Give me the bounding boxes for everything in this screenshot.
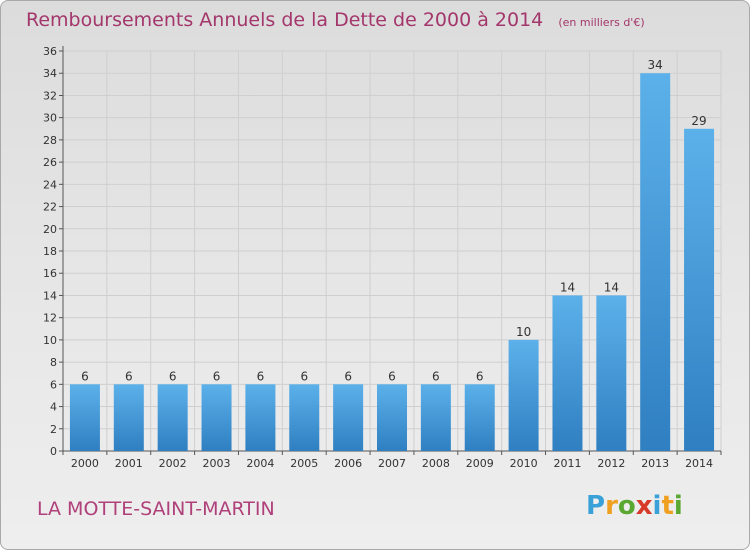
x-tick-label: 2005 [290, 457, 318, 470]
y-tick-label: 34 [43, 67, 57, 80]
data-label: 10 [516, 325, 531, 339]
logo-letter: t [661, 491, 674, 521]
logo-letter: o [617, 491, 636, 521]
bar [201, 384, 232, 451]
x-tick-label: 2012 [597, 457, 625, 470]
bar [508, 339, 539, 451]
x-tick-label: 2004 [246, 457, 274, 470]
y-tick-label: 26 [43, 156, 57, 169]
logo-letter: r [605, 491, 618, 521]
bar [333, 384, 364, 451]
y-tick-label: 28 [43, 134, 57, 147]
x-tick-label: 2013 [641, 457, 669, 470]
y-tick-label: 12 [43, 312, 57, 325]
bar [289, 384, 320, 451]
logo-letter: i [652, 491, 662, 521]
y-tick-label: 4 [50, 401, 57, 414]
bar [684, 128, 715, 451]
chart-title: Remboursements Annuels de la Dette de 20… [26, 9, 544, 31]
bar [464, 384, 495, 451]
x-tick-label: 2009 [466, 457, 494, 470]
y-tick-label: 22 [43, 201, 57, 214]
x-tick-label: 2006 [334, 457, 362, 470]
commune-name: LA MOTTE-SAINT-MARTIN [37, 498, 275, 520]
x-tick-label: 2003 [203, 457, 231, 470]
logo-letter: P [586, 491, 606, 521]
y-tick-label: 36 [43, 45, 57, 58]
data-label: 6 [344, 369, 352, 383]
y-tick-label: 16 [43, 267, 57, 280]
bar [113, 384, 144, 451]
bar [69, 384, 100, 451]
data-label: 6 [476, 369, 484, 383]
bar [640, 73, 671, 451]
title-row: Remboursements Annuels de la Dette de 20… [26, 9, 645, 31]
data-label: 14 [560, 280, 575, 294]
bars [69, 73, 715, 451]
proxiti-logo: Proxiti [586, 491, 683, 521]
y-tick-label: 24 [43, 178, 57, 191]
data-labels: 6 6 6 6 6 6 6 6 6 6 10 14 14 34 29 [81, 58, 707, 383]
data-label: 34 [648, 58, 663, 72]
data-label: 6 [125, 369, 133, 383]
data-label: 14 [604, 280, 619, 294]
y-tick-label: 8 [50, 356, 57, 369]
chart-subtitle: (en milliers d'€) [558, 16, 645, 29]
x-tick-label: 2010 [510, 457, 538, 470]
y-tick-label: 32 [43, 89, 57, 102]
data-label: 6 [300, 369, 308, 383]
x-tick-label: 2007 [378, 457, 406, 470]
y-tick-label: 0 [50, 445, 57, 458]
y-tick-label: 10 [43, 334, 57, 347]
bar [552, 295, 583, 451]
y-tick-label: 20 [43, 223, 57, 236]
data-label: 6 [432, 369, 440, 383]
x-tick-label: 2000 [71, 457, 99, 470]
x-tick-labels: 2000 2001 2002 2003 2004 2005 2006 2007 2008 2009… [71, 457, 713, 470]
x-tick-label: 2014 [685, 457, 713, 470]
x-tick-label: 2008 [422, 457, 450, 470]
data-label: 6 [213, 369, 221, 383]
logo-letter: x [635, 491, 653, 521]
x-tick-label: 2002 [159, 457, 187, 470]
y-tick-label: 2 [50, 423, 57, 436]
logo-letter: i [673, 491, 683, 521]
data-label: 6 [388, 369, 396, 383]
x-tick-label: 2001 [115, 457, 143, 470]
bar [245, 384, 276, 451]
y-tick-label: 30 [43, 112, 57, 125]
bar [377, 384, 407, 451]
y-tick-label: 6 [50, 378, 57, 391]
x-tick-label: 2011 [553, 457, 581, 470]
bar [420, 384, 451, 451]
bar [157, 384, 188, 451]
data-label: 6 [257, 369, 265, 383]
bar [596, 295, 627, 451]
data-label: 29 [691, 114, 706, 128]
data-label: 6 [169, 369, 177, 383]
y-tick-label: 14 [43, 289, 57, 302]
data-label: 6 [81, 369, 89, 383]
y-tick-label: 18 [43, 245, 57, 258]
